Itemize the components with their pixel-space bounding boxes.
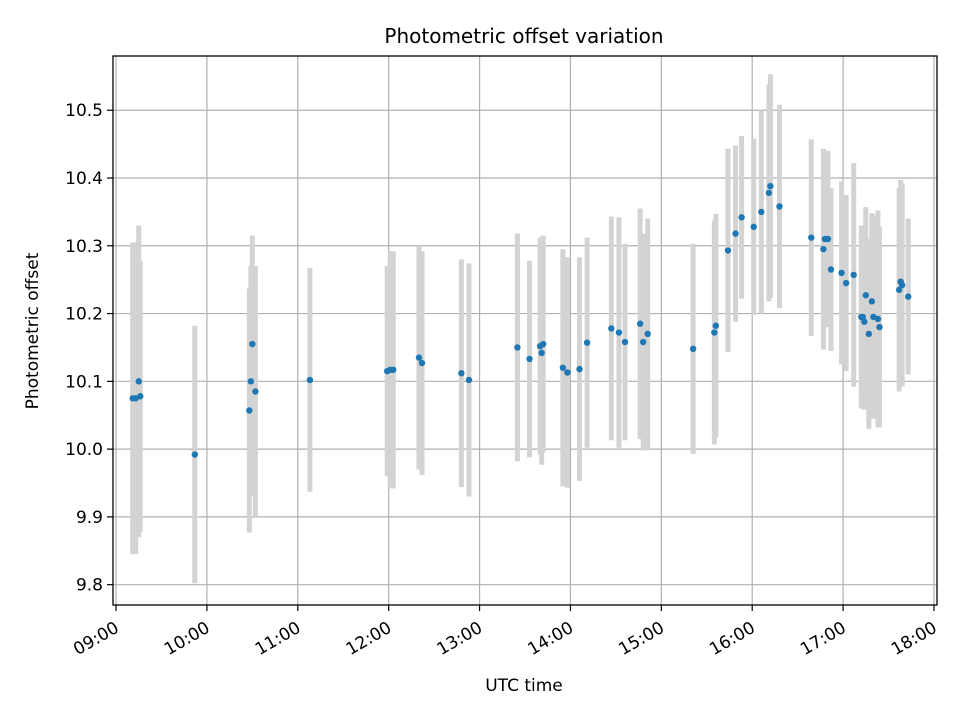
data-point: [252, 388, 259, 395]
y-tick-label: 10.4: [65, 169, 103, 189]
x-tick-label: 10:00: [161, 618, 213, 660]
x-tick-label: 13:00: [434, 618, 486, 660]
data-point: [895, 286, 903, 294]
x-tick-label: 15:00: [615, 618, 667, 660]
data-point: [538, 349, 545, 357]
data-point: [898, 281, 906, 289]
point-layer: [129, 182, 912, 458]
y-tick-label: 10.0: [65, 440, 103, 460]
data-point: [842, 279, 850, 287]
y-axis-label: Photometric offset: [23, 252, 43, 409]
x-tick-label: 09:00: [70, 618, 122, 660]
y-tick-label: 10.2: [65, 305, 103, 325]
data-point: [583, 339, 591, 346]
data-point: [862, 292, 870, 299]
data-point: [874, 315, 882, 323]
data-point: [861, 318, 868, 325]
data-point: [514, 344, 521, 351]
y-tick-label: 10.3: [65, 237, 103, 257]
y-axis: 9.8 9.9 10.0 10.1 10.2 10.3 10.4 10.5: [65, 101, 113, 596]
data-point: [876, 323, 883, 331]
data-point: [458, 370, 465, 377]
plot-frame: [112, 55, 938, 606]
data-point: [246, 407, 253, 414]
data-point: [711, 329, 718, 336]
data-point: [539, 340, 547, 348]
x-tick-label: 14:00: [525, 618, 577, 660]
x-tick-label: 17:00: [797, 618, 849, 660]
data-point: [415, 354, 423, 361]
data-point: [465, 376, 473, 384]
data-point: [820, 245, 827, 253]
data-point: [712, 322, 720, 329]
data-point: [724, 247, 732, 254]
data-point: [249, 340, 256, 348]
chart-title: Photometric offset variation: [384, 24, 663, 48]
data-point: [808, 234, 815, 241]
data-point: [390, 366, 397, 374]
x-tick-label: 16:00: [706, 618, 758, 660]
data-point: [247, 378, 255, 385]
data-point: [750, 223, 757, 230]
data-point: [776, 203, 783, 210]
x-tick-label: 18:00: [888, 618, 940, 660]
data-point: [526, 355, 533, 363]
data-point: [621, 338, 629, 346]
y-tick-label: 10.5: [65, 101, 103, 121]
data-point: [838, 269, 845, 277]
data-point: [868, 298, 876, 305]
data-point: [639, 338, 647, 346]
data-point: [137, 393, 144, 400]
data-point: [608, 325, 615, 332]
data-point: [827, 266, 835, 273]
data-point: [765, 189, 773, 197]
data-point: [738, 214, 745, 221]
data-point: [850, 271, 857, 279]
y-tick-label: 9.8: [76, 576, 103, 596]
data-point: [732, 230, 739, 237]
data-point: [306, 376, 314, 384]
x-tick-label: 12:00: [343, 618, 395, 660]
data-point: [191, 451, 198, 458]
data-point: [644, 330, 651, 338]
y-tick-label: 9.9: [76, 508, 103, 528]
data-point: [865, 330, 873, 338]
data-point: [767, 182, 774, 190]
x-axis: 09:00 10:00 11:00 12:00 13:00 14:00 15:00 16:00…: [70, 605, 940, 660]
x-tick-label: 11:00: [252, 618, 304, 660]
errorbar-layer: [130, 74, 911, 584]
y-tick-label: 10.1: [65, 372, 103, 392]
data-point: [758, 208, 765, 216]
data-point: [636, 320, 644, 327]
data-point: [824, 235, 832, 243]
data-point: [564, 369, 571, 376]
data-point: [689, 345, 697, 352]
data-point: [559, 364, 567, 371]
data-point: [576, 365, 583, 373]
data-point: [135, 378, 142, 385]
x-axis-label: UTC time: [485, 676, 563, 696]
data-point: [905, 293, 912, 300]
data-point: [418, 359, 426, 367]
data-point: [615, 329, 623, 336]
